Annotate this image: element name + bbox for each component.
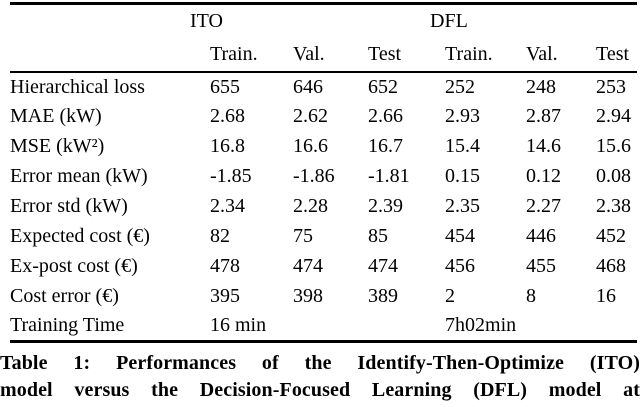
table-cell: 0.08 bbox=[596, 165, 632, 187]
table-header: ITO DFL Train. Val. Test Train. Val. Tes… bbox=[10, 4, 638, 72]
column-header-row: Train. Val. Test Train. Val. Test bbox=[10, 38, 637, 72]
group-header-dfl: DFL bbox=[430, 4, 637, 38]
table-cell: -1.81 bbox=[368, 165, 410, 187]
table-cell: 2.68 bbox=[210, 105, 245, 127]
table-cell: 2.28 bbox=[293, 195, 328, 217]
table-caption: Table 1: Performances of the Identify-Th… bbox=[0, 350, 640, 404]
table-cell: 455 bbox=[526, 255, 557, 277]
empty-header-cell bbox=[10, 38, 210, 72]
table-cell: 2.66 bbox=[368, 105, 403, 127]
table-cell: 2.39 bbox=[368, 195, 403, 217]
table-row-error-mean: Error mean (kW) -1.85 -1.86 -1.81 0.15 0… bbox=[10, 162, 637, 192]
group-header-row: ITO DFL bbox=[10, 4, 637, 38]
table-cell: 2.27 bbox=[526, 195, 562, 217]
empty-header-cell bbox=[10, 4, 210, 38]
table-cell: 82 bbox=[210, 225, 230, 247]
table-cell: 389 bbox=[368, 285, 398, 307]
caption-line-1: Table 1: Performances of the Identify-Th… bbox=[0, 352, 640, 374]
table-cell: 478 bbox=[210, 255, 240, 277]
table-row-error-std: Error std (kW) 2.34 2.28 2.39 2.35 2.27 … bbox=[10, 192, 637, 222]
caption-line-2: model versus the Decision-Focused Learni… bbox=[0, 379, 640, 401]
table-cell: 85 bbox=[368, 225, 388, 247]
table-cell: 474 bbox=[368, 255, 398, 277]
table-cell: 646 bbox=[293, 75, 323, 98]
results-table: ITO DFL Train. Val. Test Train. Val. Tes… bbox=[10, 2, 638, 343]
row-label: Error mean (kW) bbox=[10, 165, 148, 187]
row-label: Expected cost (€) bbox=[10, 225, 150, 247]
training-time-dfl: 7h02min bbox=[445, 314, 517, 337]
row-label: MAE (kW) bbox=[10, 105, 102, 127]
col-header-ito-val: Val. bbox=[293, 42, 325, 65]
table-cell: 15.6 bbox=[596, 135, 632, 157]
table-cell: 75 bbox=[293, 225, 313, 247]
row-label: Training Time bbox=[10, 314, 125, 337]
col-header-dfl-val: Val. bbox=[526, 42, 558, 65]
table-row-cost-error: Cost error (€) 395 398 389 2 8 16 bbox=[10, 282, 637, 312]
row-label: Ex-post cost (€) bbox=[10, 255, 138, 277]
col-header-dfl-train: Train. bbox=[445, 42, 493, 65]
table-cell: -1.86 bbox=[293, 165, 335, 187]
table-cell: -1.85 bbox=[210, 165, 252, 187]
table-cell: 16.6 bbox=[293, 135, 328, 157]
table-row-training-time: Training Time 16 min 7h02min bbox=[10, 312, 637, 342]
table-cell: 474 bbox=[293, 255, 323, 277]
table-cell: 398 bbox=[293, 285, 323, 307]
table-cell: 15.4 bbox=[445, 135, 481, 157]
table-cell: 16 bbox=[596, 285, 617, 307]
table-body: Hierarchical loss 655 646 652 252 248 25… bbox=[10, 72, 638, 342]
training-time-ito: 16 min bbox=[210, 314, 267, 337]
table-cell: 456 bbox=[445, 255, 476, 277]
table-row-expected-cost: Expected cost (€) 82 75 85 454 446 452 bbox=[10, 222, 637, 252]
table-cell: 2.93 bbox=[445, 105, 481, 127]
row-label: Error std (kW) bbox=[10, 195, 128, 217]
table-cell: 0.15 bbox=[445, 165, 481, 187]
table-cell: 454 bbox=[445, 225, 476, 247]
results-table-container: ITO DFL Train. Val. Test Train. Val. Tes… bbox=[10, 2, 638, 343]
col-header-dfl-test: Test bbox=[596, 42, 630, 65]
table-cell: 2.35 bbox=[445, 195, 481, 217]
table-row-hierarchical-loss: Hierarchical loss 655 646 652 252 248 25… bbox=[10, 72, 637, 102]
table-row-mse: MSE (kW²) 16.8 16.6 16.7 15.4 14.6 15.6 bbox=[10, 132, 637, 162]
table-cell: 252 bbox=[445, 75, 476, 98]
table-cell: 446 bbox=[526, 225, 557, 247]
table-cell: 16.7 bbox=[368, 135, 403, 157]
table-row-mae: MAE (kW) 2.68 2.62 2.66 2.93 2.87 2.94 bbox=[10, 102, 637, 132]
table-cell: 468 bbox=[596, 255, 627, 277]
group-header-ito: ITO bbox=[190, 4, 445, 38]
table-cell: 2.94 bbox=[596, 105, 632, 127]
table-cell: 652 bbox=[368, 75, 398, 98]
table-cell: 395 bbox=[210, 285, 240, 307]
group-header-ito-label: ITO bbox=[190, 9, 223, 32]
group-header-dfl-label: DFL bbox=[430, 9, 468, 32]
col-header-ito-test: Test bbox=[368, 42, 402, 65]
table-cell: 16.8 bbox=[210, 135, 245, 157]
table-cell: 2.38 bbox=[596, 195, 632, 217]
table-cell: 452 bbox=[596, 225, 627, 247]
col-header-ito-train: Train. bbox=[210, 42, 258, 65]
table-cell: 253 bbox=[596, 75, 627, 98]
table-row-expost-cost: Ex-post cost (€) 478 474 474 456 455 468 bbox=[10, 252, 637, 282]
table-cell: 2.34 bbox=[210, 195, 245, 217]
table-cell: 0.12 bbox=[526, 165, 562, 187]
row-label: Cost error (€) bbox=[10, 285, 119, 307]
table-cell: 655 bbox=[210, 75, 240, 98]
row-label: MSE (kW²) bbox=[10, 135, 105, 157]
table-cell: 8 bbox=[526, 285, 537, 307]
table-cell: 2.62 bbox=[293, 105, 328, 127]
table-cell: 2 bbox=[445, 285, 456, 307]
table-cell: 2.87 bbox=[526, 105, 562, 127]
table-cell: 14.6 bbox=[526, 135, 562, 157]
table-cell: 248 bbox=[526, 75, 557, 98]
row-label: Hierarchical loss bbox=[10, 75, 145, 98]
